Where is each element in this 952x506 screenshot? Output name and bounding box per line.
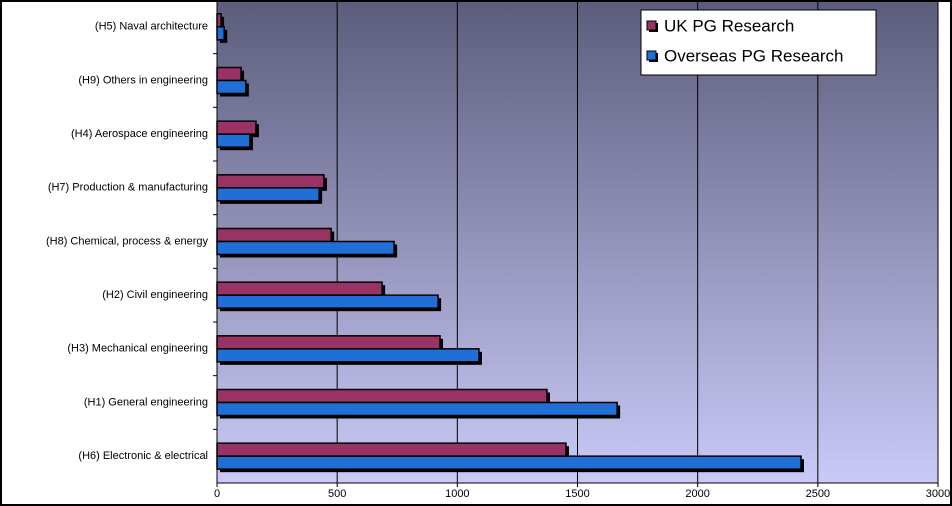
y-tick-label: (H9) Others in engineering: [78, 74, 208, 86]
bar: [216, 13, 222, 28]
bar: [216, 133, 251, 148]
y-tick-label: (H8) Chemical, process & energy: [46, 235, 209, 247]
x-tick-label: 1000: [445, 488, 469, 500]
y-tick-label: (H2) Civil engineering: [102, 289, 208, 301]
bar-shadow: [220, 16, 225, 30]
legend-label: Overseas PG Research: [664, 46, 844, 65]
legend-label: UK PG Research: [664, 16, 794, 35]
bar: [216, 455, 802, 470]
bar: [216, 174, 325, 189]
legend: [640, 9, 877, 76]
y-tick-label: (H5) Naval architecture: [95, 21, 208, 33]
y-tick-label: (H6) Electronic & electrical: [78, 450, 208, 462]
bar: [216, 442, 567, 457]
bar: [216, 281, 383, 296]
x-tick-label: 3000: [926, 488, 950, 500]
y-tick-label: (H3) Mechanical engineering: [67, 343, 208, 355]
bar: [216, 348, 480, 363]
y-tick-label: (H7) Production & manufacturing: [48, 182, 208, 194]
bar: [216, 335, 441, 350]
legend-swatch: [646, 50, 657, 61]
bar: [216, 388, 548, 404]
x-tick-label: 2500: [806, 488, 830, 500]
legend-swatch: [646, 20, 657, 31]
bar: [216, 294, 439, 309]
bar: [216, 79, 247, 95]
x-tick-label: 2000: [685, 488, 709, 500]
bar: [216, 187, 320, 202]
bar: [216, 227, 332, 243]
bar: [216, 66, 242, 82]
x-tick-label: 500: [328, 488, 346, 500]
bar: [216, 26, 225, 41]
x-tick-label: 1500: [565, 488, 589, 500]
x-tick-label: 0: [214, 488, 220, 500]
bar: [216, 240, 395, 256]
y-tick-label: (H1) General engineering: [84, 396, 208, 408]
bar: [216, 120, 257, 135]
bar: [216, 401, 618, 417]
y-tick-label: (H4) Aerospace engineering: [71, 128, 208, 140]
